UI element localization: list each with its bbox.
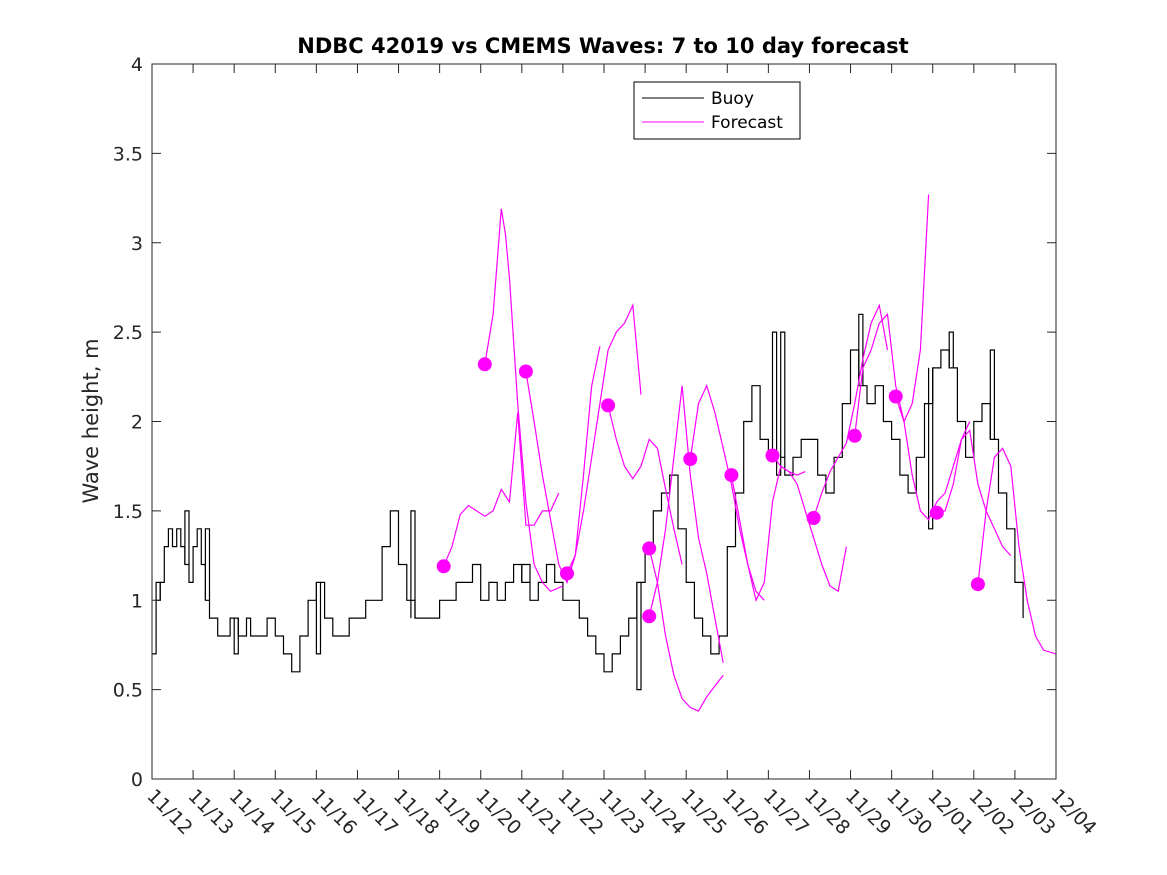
y-tick-label-6: 3: [131, 233, 143, 255]
x-tick-label-17: 11/29: [841, 785, 895, 839]
buoy-spike-2: [204, 528, 211, 601]
buoy-spike-1: [184, 510, 190, 565]
x-tick-label-1: 11/13: [184, 785, 238, 839]
legend-forecast-label: Forecast: [711, 113, 783, 133]
y-tick-label-1: 0.5: [113, 680, 143, 702]
x-tick-label-22: 12/04: [1046, 785, 1100, 839]
x-tick-label-12: 11/24: [636, 785, 690, 839]
x-tick-label-18: 11/30: [882, 785, 936, 839]
y-tick-label-5: 2.5: [113, 322, 143, 344]
x-tick-label-19: 12/01: [923, 785, 977, 839]
x-tick-label-16: 11/28: [800, 785, 854, 839]
buoy-spike-7: [636, 582, 642, 691]
x-tick-label-6: 11/18: [389, 785, 443, 839]
forecast-series-line-3: [525, 346, 601, 585]
plot-area: [152, 194, 1057, 712]
y-tick-label-0: 0: [131, 769, 143, 791]
buoy-spike-3: [233, 618, 239, 655]
x-tick-label-13: 11/25: [677, 785, 731, 839]
forecast-marker-12: [847, 428, 862, 443]
forecast-series-line-12: [854, 194, 930, 436]
y-tick-label-7: 3.5: [113, 143, 143, 165]
legend: Buoy Forecast: [633, 81, 801, 140]
y-tick-label-4: 2: [131, 412, 143, 434]
x-tick-label-21: 12/03: [1005, 785, 1059, 839]
forecast-marker-1: [436, 559, 451, 574]
legend-buoy-label: Buoy: [711, 89, 754, 109]
forecast-series-line-6: [648, 548, 724, 712]
x-tick-label-3: 11/15: [266, 785, 320, 839]
x-tick-label-7: 11/19: [430, 785, 484, 839]
forecast-series-line-15: [977, 447, 1057, 655]
forecast-marker-11: [806, 511, 821, 525]
forecast-marker-8: [683, 452, 698, 466]
buoy-spike-0: [155, 581, 161, 601]
forecast-series-line-1: [443, 412, 560, 567]
buoy-spike-9: [780, 331, 786, 458]
forecast-marker-3: [518, 364, 533, 379]
forecast-series-line-5: [607, 405, 683, 565]
forecast-series-line-2: [484, 208, 564, 593]
y-tick-label-2: 1: [131, 590, 143, 612]
buoy-spike-4: [315, 582, 322, 655]
forecast-series-line-7: [648, 385, 724, 663]
buoy-spike-12: [948, 331, 954, 368]
x-tick-label-0: 11/12: [142, 785, 196, 839]
forecast-series-line-11: [813, 303, 889, 519]
forecast-marker-6: [642, 541, 657, 556]
x-tick-label-2: 11/14: [225, 785, 279, 839]
axes: 00.511.522.533.5411/1211/1311/1411/1511/…: [113, 54, 1101, 839]
forecast-marker-13: [888, 389, 903, 404]
forecast-series-line-9: [730, 465, 806, 603]
forecast-marker-14: [929, 505, 944, 520]
y-axis-label: Wave height, m: [79, 338, 103, 503]
x-tick-label-15: 11/27: [759, 785, 813, 839]
buoy-spike-6: [521, 563, 531, 583]
x-tick-label-20: 12/02: [964, 785, 1018, 839]
buoy-spike-11: [928, 367, 934, 530]
forecast-marker-5: [601, 398, 616, 413]
x-tick-label-8: 11/20: [471, 785, 525, 839]
chart-title: NDBC 42019 vs CMEMS Waves: 7 to 10 day f…: [297, 34, 908, 58]
forecast-marker-7: [642, 609, 657, 624]
forecast-series-line-14: [936, 429, 1012, 557]
x-tick-label-5: 11/17: [348, 785, 402, 839]
forecast-series-line-4: [566, 303, 642, 574]
buoy-spike-10: [858, 313, 864, 386]
forecast-marker-10: [765, 448, 780, 463]
y-tick-label-8: 4: [131, 54, 143, 76]
buoy-spike-13: [989, 349, 995, 440]
y-tick-label-3: 1.5: [113, 501, 143, 523]
forecast-marker-2: [477, 357, 492, 372]
buoy-spike-5: [410, 510, 416, 619]
x-tick-label-14: 11/26: [718, 785, 772, 839]
x-tick-label-10: 11/22: [553, 785, 607, 839]
forecast-series-line-8: [689, 384, 765, 601]
forecast-marker-4: [560, 566, 574, 581]
forecast-series-line-10: [772, 455, 847, 593]
x-tick-label-11: 11/23: [594, 785, 648, 839]
x-tick-label-9: 11/21: [512, 785, 566, 839]
buoy-spike-8: [771, 331, 778, 458]
forecast-marker-15: [970, 577, 985, 592]
forecast-marker-9: [724, 468, 739, 483]
legend-box: [633, 81, 801, 140]
x-tick-label-4: 11/16: [307, 785, 361, 839]
